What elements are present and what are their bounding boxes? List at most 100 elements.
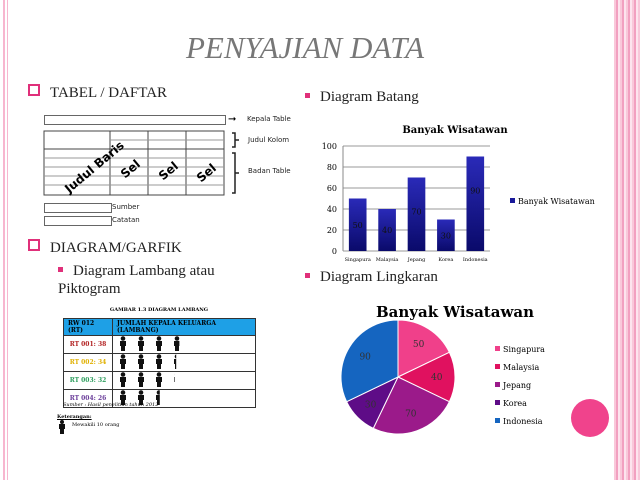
pictogram-row: RT 001: 38 <box>63 335 256 354</box>
data-label: 50 <box>353 221 363 230</box>
legend-label: Indonesia <box>503 417 543 426</box>
person-icon <box>120 390 126 405</box>
label-badan: Badan Table <box>248 167 291 175</box>
pie-slice <box>397 319 451 378</box>
section-diagram: DIAGRAM/GARFIK <box>28 239 182 257</box>
data-label: 90 <box>359 352 371 362</box>
pictogram-header: RW 012 (RT) JUMLAH KEPALA KELUARGA (LAMB… <box>63 318 256 336</box>
bullet-lingkaran: Diagram Lingkaran <box>305 269 438 286</box>
label-sumber: Sumber <box>112 203 140 211</box>
x-tick-label: Jepang <box>407 257 426 263</box>
legend-label: Singapura <box>503 345 545 354</box>
bullet-label: Diagram Lambang atau Piktogram <box>58 263 215 297</box>
bar <box>407 177 426 251</box>
label-kepala: Kepala Table <box>247 115 291 123</box>
y-tick-label: 80 <box>327 163 337 172</box>
legend-swatch <box>495 418 500 423</box>
pictogram-row: RT 003: 32 <box>63 371 256 390</box>
bullet-icon <box>58 267 63 272</box>
data-label: 30 <box>365 400 377 410</box>
x-tick-label: Malaysia <box>376 257 399 263</box>
person-icon <box>138 372 144 387</box>
square-bullet-icon <box>28 239 40 251</box>
right-border-stripes <box>614 0 640 480</box>
table-grid <box>43 130 239 196</box>
kepala-box <box>44 115 226 125</box>
header-cell: JUMLAH KEPALA KELUARGA (LAMBANG) <box>112 318 256 336</box>
person-icon <box>120 336 126 351</box>
person-icon <box>156 372 162 387</box>
label-catatan: Catatan <box>112 216 140 224</box>
y-tick-label: 100 <box>322 142 337 151</box>
pictogram-source: Sumber : Hasil penelitian tahun 2012 <box>63 402 159 408</box>
person-icon <box>59 420 65 434</box>
person-icon <box>120 372 126 387</box>
person-icon <box>156 390 160 405</box>
x-tick-label: Indonesia <box>463 257 488 263</box>
bar <box>437 219 455 251</box>
legend-swatch <box>495 382 500 387</box>
person-icon <box>174 377 175 382</box>
bar <box>378 209 396 251</box>
person-icon <box>138 354 144 369</box>
section-label: DIAGRAM/GARFIK <box>50 240 182 256</box>
legend-label: Banyak Wisatawan <box>518 197 595 206</box>
data-label: 30 <box>441 231 451 240</box>
bullet-icon <box>305 93 310 98</box>
data-label: 70 <box>411 208 421 217</box>
pie-slice <box>396 351 456 403</box>
catatan-box <box>44 216 112 226</box>
person-icon <box>120 354 126 369</box>
bar-chart: Banyak Wisatawan 0 20 40 60 80 100 50 Singapura 4… <box>322 125 595 263</box>
data-label: 40 <box>382 226 392 235</box>
person-icon <box>174 354 177 369</box>
person-icon <box>138 390 144 405</box>
decorative-circle <box>571 399 609 437</box>
chart-title: Banyak Wisatawan <box>402 125 508 136</box>
chart-title: Banyak Wisatawan <box>376 303 534 321</box>
pictogram-caption: GAMBAR 1.3 DIAGRAM LAMBANG <box>109 307 209 313</box>
x-tick-label: Korea <box>438 257 453 263</box>
bullet-label: Diagram Lingkaran <box>320 269 438 285</box>
row-symbols <box>112 353 256 372</box>
person-icon <box>174 336 180 351</box>
x-tick-label: Singapura <box>345 257 371 263</box>
data-label: 70 <box>405 410 417 420</box>
legend-swatch <box>495 346 500 351</box>
pictogram-legend-title: Keterangan: <box>57 414 92 420</box>
y-tick-label: 60 <box>327 184 337 193</box>
bullet-icon <box>305 273 310 278</box>
legend-swatch <box>495 364 500 369</box>
legend-swatch <box>510 198 515 203</box>
y-tick-label: 0 <box>332 247 337 256</box>
person-icon <box>138 336 144 351</box>
slide-title: PENYAJIAN DATA <box>185 30 425 65</box>
legend-swatch <box>495 400 500 405</box>
pictogram-table: RW 012 (RT) JUMLAH KEPALA KELUARGA (LAMB… <box>63 318 256 408</box>
legend-label: Korea <box>503 399 527 408</box>
bullet-batang: Diagram Batang <box>305 89 419 106</box>
pictogram-row: RT 002: 34 <box>63 353 256 372</box>
pie-slice <box>372 376 451 435</box>
row-label: RT 002: 34 <box>63 353 113 372</box>
arrow-right-icon: ➞ <box>228 114 237 125</box>
legend-label: Jepang <box>502 381 531 390</box>
label-judul-kolom: Judul Kolom <box>248 136 290 144</box>
section-label: TABEL / DAFTAR <box>50 85 168 101</box>
row-symbols <box>112 389 256 408</box>
pictogram-row: RT 004: 26 <box>63 389 256 408</box>
row-symbols <box>112 335 256 354</box>
left-border <box>3 0 5 480</box>
pie-slice <box>340 319 399 403</box>
sumber-box <box>44 203 112 213</box>
left-border-thin <box>7 0 8 480</box>
legend-label: Malaysia <box>503 363 539 372</box>
data-label: 50 <box>413 340 425 350</box>
row-label: RT 003: 32 <box>63 371 113 390</box>
sub-bullet-lambang: Diagram Lambang atau Piktogram <box>58 262 248 298</box>
row-symbols <box>112 371 256 390</box>
person-icon <box>156 336 162 351</box>
bar <box>466 156 485 251</box>
pictogram-legend-text: Mewakili 10 orang <box>72 422 120 428</box>
y-tick-label: 20 <box>327 226 337 235</box>
